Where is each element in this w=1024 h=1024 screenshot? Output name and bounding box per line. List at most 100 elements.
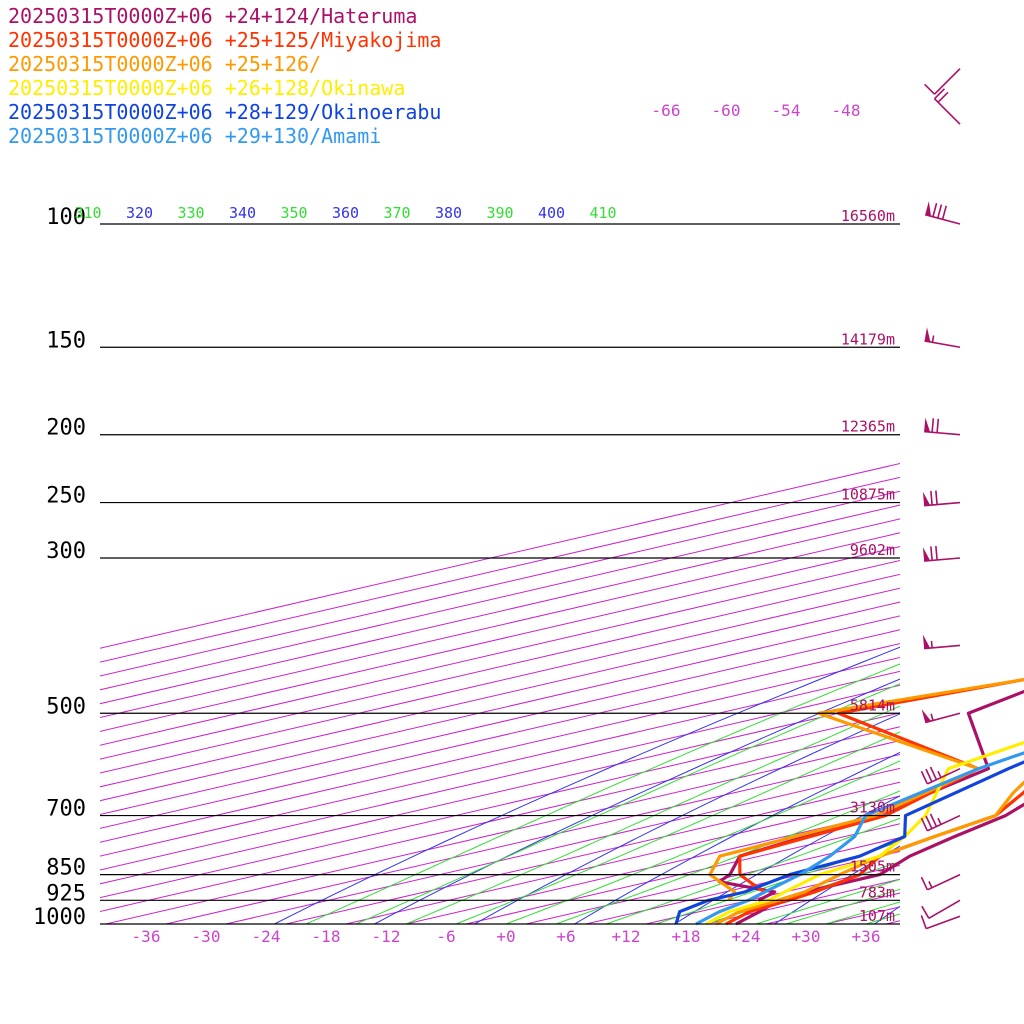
barb-pennant [921, 709, 932, 723]
isotherm-line [345, 795, 900, 924]
temperature-tick-label: +36 [852, 927, 881, 946]
moist-adiabat [605, 817, 900, 924]
barb-flag [935, 545, 938, 561]
temperature-tick-label: -6 [436, 927, 455, 946]
pressure-label: 100 [46, 205, 86, 230]
height-label: 3130m [850, 799, 895, 817]
isotherm-line [645, 864, 900, 924]
legend: 20250315T0000Z+06 +24+124/Hateruma 20250… [8, 4, 441, 148]
wind-barb [920, 873, 961, 891]
isotherm-line [105, 740, 900, 924]
isotherm-label: -54 [772, 101, 801, 120]
temperature-line [725, 789, 1024, 926]
isotherm-line [705, 878, 900, 924]
height-label: 5814m [850, 696, 895, 714]
isotherm-line [765, 892, 900, 924]
barb-flag [920, 817, 929, 832]
legend-entry: 20250315T0000Z+06 +28+129/Okinoerabu [8, 100, 442, 124]
moist-adiabat [305, 663, 900, 924]
barb-staff [933, 98, 961, 125]
barb-pennant [922, 547, 931, 562]
barb-flag [937, 91, 949, 103]
temperature-tick-label: -18 [312, 927, 341, 946]
barb-flag [935, 490, 938, 505]
barb-flag [941, 205, 948, 220]
barb-flag [929, 766, 938, 781]
moist-adiabat [755, 878, 900, 924]
moist-adiabat [505, 760, 900, 924]
pressure-label: 700 [46, 797, 86, 822]
dry-adiabat [274, 646, 900, 924]
temperature-tick-label: +0 [496, 927, 515, 946]
isotherm-line [100, 629, 900, 816]
barb-flag [933, 88, 946, 100]
pressure-label: 300 [46, 539, 86, 564]
wind-barb [920, 915, 961, 930]
pressure-label: 150 [46, 328, 86, 353]
barb-half-flag [930, 640, 933, 648]
barb-flag [920, 876, 929, 891]
barb-flag [929, 813, 938, 827]
isotherm-line [100, 698, 900, 885]
barb-flag [925, 815, 933, 830]
legend-entry: 20250315T0000Z+06 +29+130/Amami [8, 124, 382, 148]
theta-label: 350 [280, 204, 307, 222]
height-label: 107m [859, 907, 895, 925]
isotherm-line [100, 684, 900, 871]
barb-flag [924, 83, 936, 95]
barb-staff [924, 430, 961, 436]
barb-staff [927, 873, 961, 891]
pressure-label: 250 [46, 484, 86, 509]
temperature-tick-label: +30 [792, 927, 821, 946]
barb-half-flag [928, 881, 933, 889]
wind-barbs [920, 68, 961, 930]
dry-adiabat [574, 751, 900, 924]
height-label: 9602m [850, 541, 895, 559]
barb-pennant [922, 634, 931, 649]
barb-staff [925, 915, 961, 930]
isotherm-label: -60 [712, 101, 741, 120]
temperature-tick-label: +18 [672, 927, 701, 946]
temperature-tick-label: -24 [252, 927, 281, 946]
barb-pennant [922, 491, 931, 506]
height-label: 16560m [841, 207, 895, 225]
barb-flag [921, 905, 930, 919]
isotherm-line [100, 587, 900, 774]
wind-barb [924, 417, 961, 436]
wind-barb [924, 68, 961, 95]
isotherm-line [946, 0, 1024, 924]
theta-label: 390 [486, 204, 513, 222]
wind-barb [922, 490, 961, 507]
isotherm-line [165, 753, 900, 924]
barb-staff [927, 814, 961, 832]
moist-adiabat [355, 683, 900, 924]
height-label: 14179m [841, 330, 895, 348]
theta-label: 340 [229, 204, 256, 222]
barb-pennant [925, 201, 932, 217]
dry-adiabat [374, 678, 900, 924]
pressure-label: 1000 [33, 905, 86, 930]
isotherm-line [100, 712, 900, 899]
height-label: 783m [859, 883, 895, 901]
barb-staff [933, 68, 961, 95]
barb-flag [932, 203, 938, 217]
wind-barb [924, 201, 961, 225]
pressure-label: 925 [46, 881, 86, 906]
isotherm-line [405, 809, 900, 924]
moist-adiabat [405, 705, 900, 924]
wind-barb [933, 88, 961, 125]
barb-flag [925, 768, 933, 783]
temperature-tick-label: -12 [372, 927, 401, 946]
temperature-tick-label: +12 [612, 927, 641, 946]
barb-flag [930, 546, 933, 561]
wind-barb [921, 899, 961, 919]
axis-labels: 100 16560m 150 14179m 200 12365m 250 10875m 300 9… [33, 101, 900, 946]
legend-entry: 20250315T0000Z+06 +25+125/Miyakojima [8, 28, 442, 52]
moist-adiabat [555, 790, 900, 924]
isotherm-line [100, 656, 900, 843]
legend-entry: 20250315T0000Z+06 +26+128/Okinawa [8, 76, 406, 100]
wind-barb [922, 634, 961, 650]
isotherm-line [825, 906, 900, 924]
theta-label: 320 [126, 204, 153, 222]
